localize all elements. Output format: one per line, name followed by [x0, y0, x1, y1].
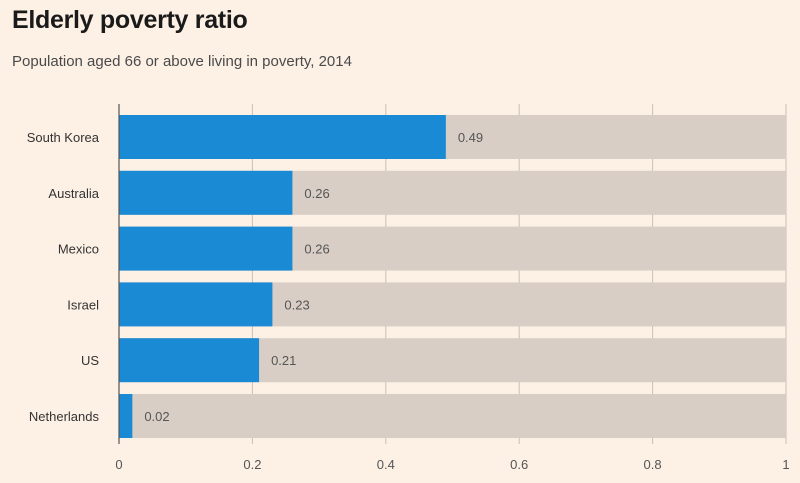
category-labels: South Korea Australia Mexico Israel US Nether… [27, 130, 100, 424]
x-tick-label: 0.8 [644, 457, 662, 472]
value-label: 0.02 [144, 409, 169, 424]
value-label: 0.21 [271, 353, 296, 368]
chart-title: Elderly poverty ratio [12, 6, 248, 34]
bars [119, 115, 446, 438]
x-tick-label: 0.4 [377, 457, 395, 472]
value-label: 0.23 [284, 297, 309, 312]
bar [119, 170, 293, 215]
value-labels: 0.49 0.26 0.26 0.23 0.21 0.02 [144, 130, 483, 424]
category-label: Mexico [58, 242, 99, 257]
bar-tracks [119, 115, 786, 438]
value-label: 0.26 [304, 242, 329, 257]
x-tick-label: 0.6 [510, 457, 528, 472]
grid-lines [251, 104, 787, 444]
category-label: Israel [67, 297, 99, 312]
bar [119, 115, 446, 159]
bar [119, 282, 273, 327]
bar [119, 226, 293, 271]
bar [119, 394, 133, 438]
value-label: 0.26 [304, 186, 329, 201]
chart-subtitle: Population aged 66 or above living in po… [12, 53, 352, 70]
x-tick-label: 0 [115, 457, 122, 472]
x-tick-label: 0.2 [243, 457, 261, 472]
category-label: South Korea [27, 130, 100, 145]
category-label: Australia [48, 186, 99, 201]
x-axis: 0 0.2 0.4 0.6 0.8 1 [115, 104, 790, 472]
x-tick-label: 1 [782, 457, 789, 472]
category-label: US [81, 353, 99, 368]
bar [119, 338, 260, 383]
category-label: Netherlands [29, 409, 100, 424]
value-label: 0.49 [458, 130, 483, 145]
bar-track [119, 394, 786, 438]
